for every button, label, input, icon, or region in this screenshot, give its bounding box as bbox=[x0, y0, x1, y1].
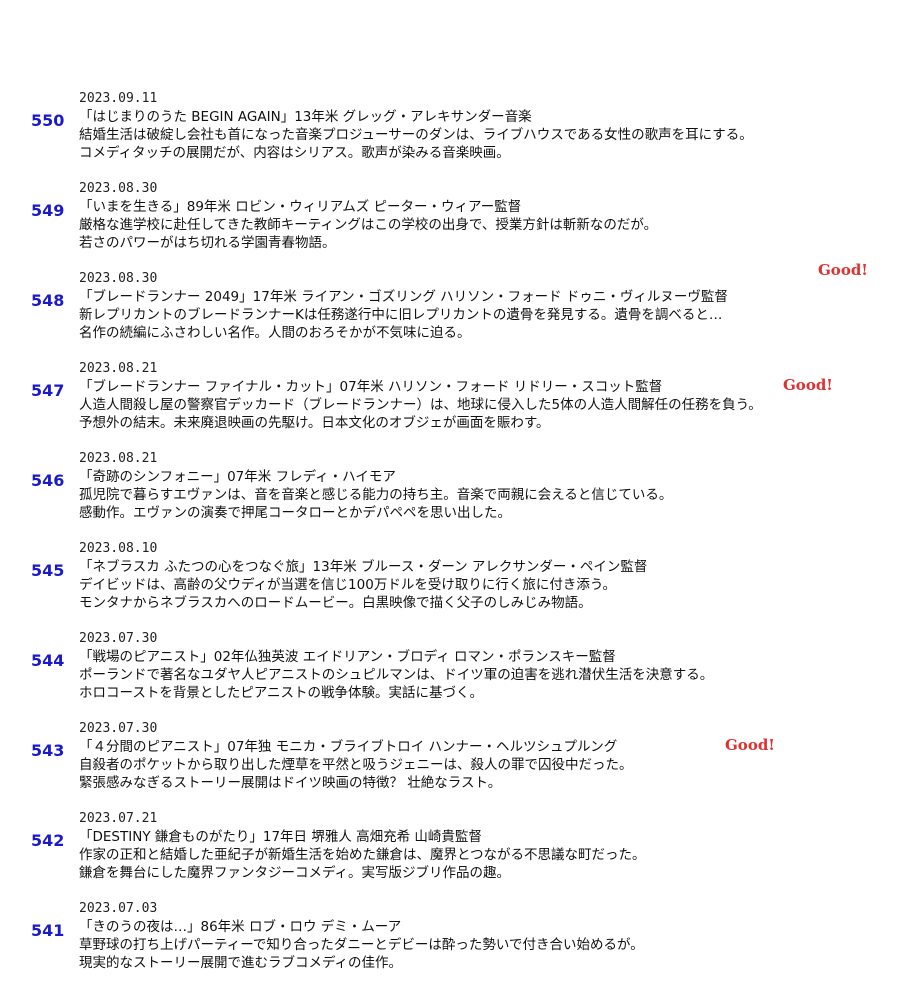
entry-number: 549 bbox=[31, 201, 65, 220]
entry-title-line: 「いまを生きる」89年米 ロビン・ウィリアムズ ピーター・ウィアー監督 bbox=[79, 199, 522, 215]
entry-date: 2023.07.30 bbox=[79, 721, 158, 736]
good-badge: Good! bbox=[725, 736, 775, 754]
entry-synopsis: デイビッドは、高齢の父ウディが当選を信じ100万ドルを受け取りに行く旅に付き添う… bbox=[79, 577, 617, 593]
entry-comment: 名作の続編にふさわしい名作。人間のおろそかが不気味に迫る。 bbox=[79, 325, 471, 341]
good-badge: Good! bbox=[783, 376, 833, 394]
movie-entry: 2023.08.21 546 「奇跡のシンフォニー」07年米 フレディ・ハイモア… bbox=[0, 450, 900, 540]
entry-title-line: 「奇跡のシンフォニー」07年米 フレディ・ハイモア bbox=[79, 469, 396, 485]
movie-entry: 2023.07.30 544 「戦場のピアニスト」02年仏独英波 エイドリアン・… bbox=[0, 630, 900, 720]
entry-comment: コメディタッチの展開だが、内容はシリアス。歌声が染みる音楽映画。 bbox=[79, 145, 510, 161]
entry-title-line: 「ネブラスカ ふたつの心をつなぐ旅」13年米 ブルース・ダーン アレクサンダー・… bbox=[79, 559, 648, 575]
movie-entry: 2023.07.03 541 「きのうの夜は…」86年米 ロブ・ロウ デミ・ムー… bbox=[0, 900, 900, 990]
entry-comment: 鎌倉を舞台にした魔界ファンタジーコメディ。実写版ジブリ作品の趣。 bbox=[79, 865, 511, 881]
entry-number: 545 bbox=[31, 561, 65, 580]
entry-synopsis: 新レプリカントのブレードランナーKは任務遂行中に旧レプリカントの遺骨を発見する。… bbox=[79, 307, 723, 323]
entry-date: 2023.07.03 bbox=[79, 901, 158, 916]
entry-number: 546 bbox=[31, 471, 65, 490]
entry-title-line: 「DESTINY 鎌倉ものがたり」17年日 堺雅人 高畑充希 山崎貴監督 bbox=[79, 829, 482, 845]
entry-date: 2023.07.21 bbox=[79, 811, 158, 826]
entry-date: 2023.09.11 bbox=[79, 91, 158, 106]
entry-synopsis: 作家の正和と結婚した亜紀子が新婚生活を始めた鎌倉は、魔界とつながる不思議な町だっ… bbox=[79, 847, 646, 863]
entry-number: 541 bbox=[31, 921, 65, 940]
entry-synopsis: 草野球の打ち上げパーティーで知り合ったダニーとデビーは酔った勢いで付き合い始める… bbox=[79, 937, 644, 953]
entry-synopsis: 孤児院で暮らすエヴァンは、音を音楽と感じる能力の持ち主。音楽で両親に会えると信じ… bbox=[79, 487, 673, 503]
movie-entry: 2023.08.30 Good! 548 「ブレードランナー 2049」17年米… bbox=[0, 261, 900, 360]
entry-comment: 感動作。エヴァンの演奏で押尾コータローとかデパペペを思い出した。 bbox=[79, 505, 511, 521]
entry-date: 2023.08.21 bbox=[79, 361, 158, 376]
entry-synopsis: 自殺者のポケットから取り出した煙草を平然と吸うジェニーは、殺人の罪で囚役中だった… bbox=[79, 757, 633, 773]
entry-date: 2023.08.10 bbox=[79, 541, 158, 556]
movie-entry: 2023.08.10 545 「ネブラスカ ふたつの心をつなぐ旅」13年米 ブル… bbox=[0, 540, 900, 630]
entry-date: 2023.08.21 bbox=[79, 451, 158, 466]
entry-synopsis: 結婚生活は破綻し会社も首になった音楽プロジューサーのダンは、ライブハウスである女… bbox=[79, 127, 753, 143]
entry-comment: 若さのパワーがはち切れる学園青春物語。 bbox=[79, 235, 336, 251]
movie-entry: 2023.09.11 550 「はじまりのうた BEGIN AGAIN」13年米… bbox=[0, 90, 900, 180]
entry-comment: モンタナからネブラスカへのロードムービー。白黒映像で描く父子のしみじみ物語。 bbox=[79, 595, 592, 611]
entry-comment: ホロコーストを背景としたピアニストの戦争体験。実話に基づく。 bbox=[79, 685, 484, 701]
good-badge: Good! bbox=[818, 261, 868, 279]
entry-comment: 現実的なストーリー展開で進むラブコメディの佳作。 bbox=[79, 955, 403, 971]
movie-entry: 2023.08.21 547 「ブレードランナー ファイナル・カット」07年米 … bbox=[0, 360, 900, 450]
entry-date: 2023.07.30 bbox=[79, 631, 158, 646]
entry-title-line: 「戦場のピアニスト」02年仏独英波 エイドリアン・ブロディ ロマン・ポランスキー… bbox=[79, 649, 616, 665]
entry-number: 548 bbox=[31, 291, 65, 310]
entry-title-line: 「４分間のピアニスト」07年独 モニカ・ブライブトロイ ハンナー・ヘルツシュプル… bbox=[79, 739, 618, 755]
movie-entry: 2023.07.30 543 「４分間のピアニスト」07年独 モニカ・ブライブト… bbox=[0, 720, 900, 810]
entry-title-line: 「ブレードランナー ファイナル・カット」07年米 ハリソン・フォード リドリー・… bbox=[79, 379, 663, 395]
entry-synopsis: ポーランドで著名なユダヤ人ピアニストのシュピルマンは、ドイツ軍の迫害を逃れ潜伏生… bbox=[79, 667, 714, 683]
entry-title-line: 「きのうの夜は…」86年米 ロブ・ロウ デミ・ムーア bbox=[79, 919, 402, 935]
entry-number: 543 bbox=[31, 741, 65, 760]
entry-synopsis: 人造人間殺し屋の警察官デッカード（ブレードランナー）は、地球に侵入した5体の人造… bbox=[79, 397, 762, 413]
entry-number: 544 bbox=[31, 651, 65, 670]
entry-date: 2023.08.30 bbox=[79, 271, 158, 286]
entry-number: 547 bbox=[31, 381, 65, 400]
entry-comment: 予想外の結末。未来廃退映画の先駆け。日本文化のオブジェが画面を賑わす。 bbox=[79, 415, 550, 431]
movie-entry: 2023.07.21 542 「DESTINY 鎌倉ものがたり」17年日 堺雅人… bbox=[0, 810, 900, 900]
movie-entry: 2023.08.30 549 「いまを生きる」89年米 ロビン・ウィリアムズ ピ… bbox=[0, 180, 900, 270]
entry-synopsis: 厳格な進学校に赴任してきた教師キーティングはこの学校の出身で、授業方針は斬新なの… bbox=[79, 217, 658, 233]
movie-log-list: 2023.09.11 550 「はじまりのうた BEGIN AGAIN」13年米… bbox=[0, 90, 900, 990]
entry-number: 542 bbox=[31, 831, 65, 850]
entry-title-line: 「はじまりのうた BEGIN AGAIN」13年米 グレッグ・アレキサンダー音楽 bbox=[79, 109, 532, 125]
entry-comment: 緊張感みなぎるストーリー展開はドイツ映画の特徴？ 壮絶なラスト。 bbox=[79, 775, 502, 791]
entry-number: 550 bbox=[31, 111, 65, 130]
entry-title-line: 「ブレードランナー 2049」17年米 ライアン・ゴズリング ハリソン・フォード… bbox=[79, 289, 728, 305]
entry-date: 2023.08.30 bbox=[79, 181, 158, 196]
